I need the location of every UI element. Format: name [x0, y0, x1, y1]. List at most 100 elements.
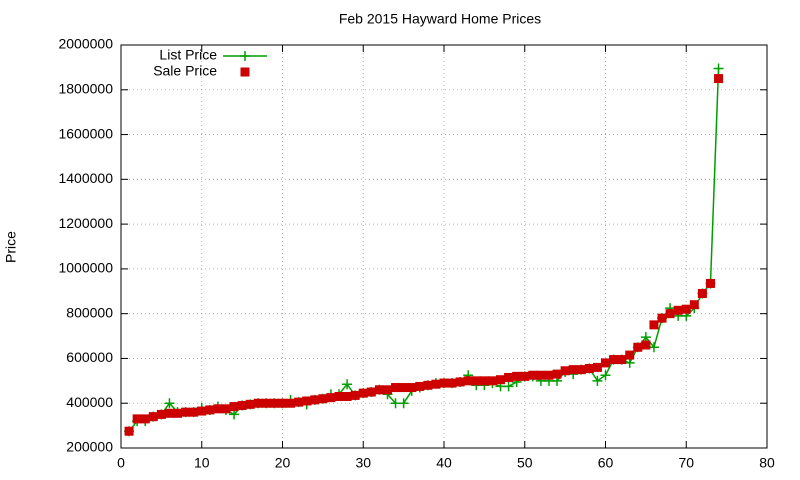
data-point: [286, 398, 296, 408]
data-point: [342, 379, 353, 390]
x-tick-label: 10: [194, 455, 210, 471]
data-point: [689, 300, 699, 310]
data-point: [148, 412, 158, 422]
legend-marker: [240, 67, 250, 77]
data-point: [576, 365, 586, 375]
x-tick-label: 50: [517, 455, 533, 471]
data-point: [455, 377, 465, 387]
data-point: [398, 398, 409, 409]
data-point: [649, 320, 659, 330]
data-point: [601, 358, 610, 368]
legend-marker: [240, 51, 250, 61]
data-point: [124, 426, 134, 436]
data-point: [310, 395, 320, 405]
data-point: [164, 398, 175, 409]
data-point: [318, 394, 328, 404]
y-tick-label: 2000000: [58, 36, 113, 52]
data-point: [624, 357, 635, 368]
data-point: [673, 305, 683, 315]
data-point: [342, 392, 352, 402]
data-point: [633, 342, 643, 352]
data-point: [496, 375, 506, 385]
data-point: [407, 383, 417, 393]
data-point: [189, 407, 199, 417]
data-point: [229, 402, 239, 412]
data-point: [132, 414, 142, 424]
x-tick-label: 0: [117, 455, 125, 471]
y-tick-label: 1000000: [58, 260, 113, 276]
data-point: [681, 304, 691, 314]
data-point: [229, 409, 240, 420]
y-tick-label: 1800000: [58, 80, 113, 96]
data-point: [714, 74, 724, 84]
data-point: [423, 380, 433, 390]
x-tick-label: 20: [275, 455, 291, 471]
y-tick-label: 200000: [66, 439, 113, 455]
data-point: [213, 404, 223, 414]
data-point: [487, 376, 497, 386]
data-point: [181, 407, 191, 417]
data-point: [374, 385, 384, 395]
data-point: [617, 355, 627, 365]
data-point: [665, 309, 675, 319]
x-tick-label: 30: [355, 455, 371, 471]
data-point: [366, 387, 376, 397]
data-point: [156, 409, 166, 419]
series-line: [128, 68, 720, 432]
data-point: [609, 355, 619, 365]
x-tick-label: 60: [598, 455, 614, 471]
data-point: [552, 369, 562, 379]
data-point: [657, 313, 667, 323]
data-point: [278, 398, 287, 408]
data-point: [648, 342, 659, 353]
data-point: [350, 390, 360, 400]
data-point: [439, 378, 449, 388]
data-point: [600, 370, 611, 381]
data-point: [334, 392, 344, 402]
data-point: [520, 371, 530, 381]
data-point: [512, 371, 522, 381]
data-point: [382, 385, 392, 395]
data-point: [463, 376, 473, 386]
y-tick-label: 1400000: [58, 170, 113, 186]
data-point: [261, 398, 271, 408]
data-point: [358, 388, 368, 398]
data-point: [560, 366, 570, 376]
data-point: [302, 396, 312, 406]
data-point: [221, 404, 231, 414]
y-tick-label: 400000: [66, 394, 113, 410]
data-point: [536, 370, 546, 380]
data-point: [164, 408, 174, 418]
y-tick-label: 1600000: [58, 125, 113, 141]
data-point: [391, 383, 401, 393]
data-point: [269, 398, 279, 408]
data-point: [294, 397, 304, 407]
data-point: [245, 399, 255, 409]
y-tick-label: 1200000: [58, 215, 113, 231]
data-point: [641, 340, 651, 350]
data-point: [697, 289, 707, 299]
y-tick-label: 600000: [66, 349, 113, 365]
data-point: [503, 381, 514, 392]
chart-title: Feb 2015 Hayward Home Prices: [339, 11, 541, 27]
data-point: [471, 376, 481, 386]
data-point: [399, 383, 409, 393]
data-point: [705, 278, 715, 288]
data-point: [568, 365, 578, 375]
plot-border: [120, 44, 768, 449]
data-point: [431, 379, 441, 389]
data-point: [625, 350, 635, 360]
legend-label: Sale Price: [153, 63, 217, 79]
data-point: [173, 408, 183, 418]
data-point: [326, 393, 336, 403]
data-point: [713, 63, 724, 74]
data-point: [504, 372, 514, 382]
data-point: [640, 332, 651, 343]
data-point: [544, 370, 554, 380]
legend-label: List Price: [159, 47, 217, 63]
data-point: [447, 378, 457, 388]
data-point: [197, 406, 207, 416]
data-point: [237, 400, 247, 410]
x-tick-label: 80: [759, 455, 775, 471]
